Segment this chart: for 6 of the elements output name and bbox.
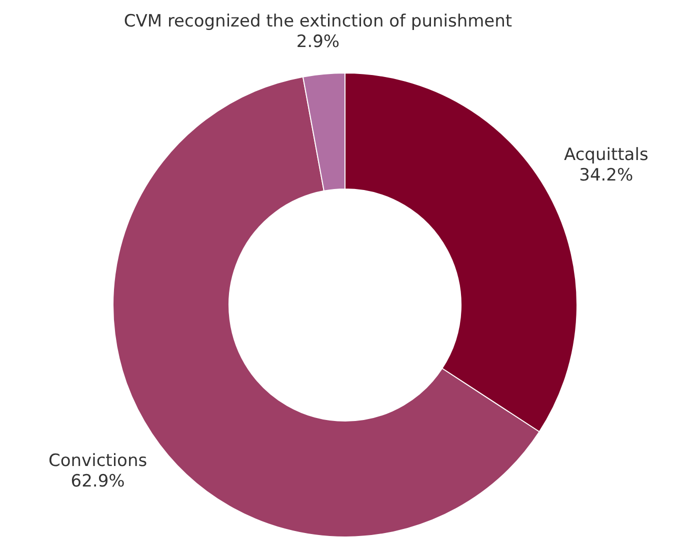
slice-label: Convictions: [48, 451, 148, 472]
slice-label: CVM recognized the extinction of punishment: [124, 12, 512, 32]
slice-label: Acquittals: [564, 145, 648, 166]
data-label: 34.2%: [579, 166, 634, 186]
data-label: 2.9%: [296, 32, 340, 52]
data-label: 62.9%: [70, 472, 125, 492]
